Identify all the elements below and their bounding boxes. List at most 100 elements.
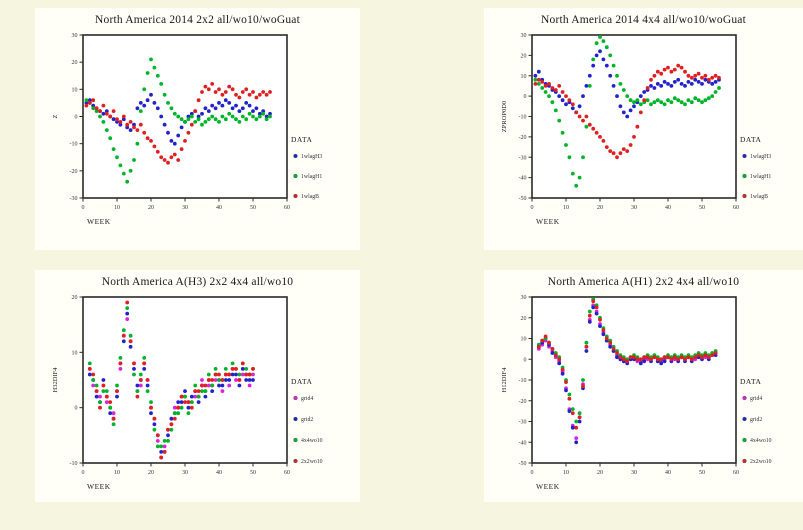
x-tick-label: 50 <box>250 205 256 211</box>
plot-area <box>82 296 288 464</box>
y-axis: 20 10 0 -10 <box>70 295 83 467</box>
legend-label: 1wlagH3 <box>301 154 322 160</box>
legend-marker <box>293 395 298 401</box>
x-tick-label: 40 <box>216 205 222 211</box>
legend-marker <box>742 153 747 159</box>
x-axis: 0 10 20 30 40 50 60 <box>82 198 290 211</box>
legend: DATA 1wlagH3 1wlagH1 1wlagB <box>740 135 771 200</box>
chart-panel-top-left: North America 2014 2x2 all/wo10/woGuat 3… <box>35 8 360 250</box>
legend-marker <box>742 395 747 401</box>
scatter-plot-svg: 30 20 10 0 -10 -20 -30 0 10 20 30 40 50 60 WEEK Z DATA 1w… <box>52 33 322 226</box>
y-tick-label: -10 <box>70 142 78 148</box>
y-axis-label: Z <box>52 114 59 118</box>
y-tick-label: 0 <box>524 357 527 363</box>
series-points-1wlagH1 <box>84 57 272 184</box>
series-points-1wlagB <box>533 63 721 160</box>
chart-title: North America 2014 2x2 all/wo10/woGuat <box>95 14 300 26</box>
y-tick-label: 20 <box>72 60 78 66</box>
series-points-2x2wo10 <box>536 299 718 430</box>
plot-area <box>531 296 737 464</box>
y-tick-label: 30 <box>521 33 527 39</box>
x-tick-label: 0 <box>531 205 534 211</box>
x-tick-label: 10 <box>563 205 569 211</box>
x-tick-label: 10 <box>114 205 120 211</box>
y-tick-label: -20 <box>70 169 78 175</box>
chart-title: North America A(H3) 2x2 4x4 all/wo10 <box>101 276 294 288</box>
y-tick-label: 30 <box>72 33 78 39</box>
legend-label: 1wlagB <box>301 194 319 200</box>
series-points-1wlagH1 <box>533 35 721 188</box>
y-tick-label: 30 <box>521 295 527 301</box>
chart-panel-top-right: North America 2014 4x4 all/wo10/woGuat 3… <box>484 8 803 250</box>
legend-label: grid2 <box>301 417 313 423</box>
legend-marker <box>742 458 747 464</box>
scatter-plot-svg: 20 10 0 -10 0 10 20 30 40 50 60 WEEK H32DIF4 DATA grid… <box>52 295 323 491</box>
legend-marker <box>293 193 298 199</box>
y-tick-label: -40 <box>519 440 527 446</box>
y-tick-label: -20 <box>519 399 527 405</box>
x-tick-label: 60 <box>284 470 290 476</box>
x-axis-label: WEEK <box>536 482 560 491</box>
y-tick-label: -50 <box>519 196 527 202</box>
legend-label: 2x2wo10 <box>750 459 772 465</box>
legend-label: 1wlagH3 <box>750 154 771 160</box>
scatter-plot-svg: 30 20 10 0 -10 -20 -30 -40 -50 0 10 20 30 40 50 60 WEEK Z… <box>501 33 771 226</box>
y-tick-label: 0 <box>75 406 78 412</box>
legend-label: 1wlagB <box>750 194 768 200</box>
scatter-plot-svg: 30 20 10 0 -10 -20 -30 -40 -50 0 10 20 30 40 50 60 WEEK H… <box>501 295 772 491</box>
x-tick-label: 50 <box>250 470 256 476</box>
x-tick-label: 10 <box>114 470 120 476</box>
series-points-2x2wo10 <box>87 300 255 460</box>
x-tick-label: 30 <box>182 205 188 211</box>
x-axis-label: WEEK <box>87 217 111 226</box>
chart-title: North America A(H1) 2x2 4x4 all/wo10 <box>547 276 740 288</box>
x-tick-label: 60 <box>733 470 739 476</box>
x-tick-label: 50 <box>699 470 705 476</box>
x-tick-label: 10 <box>563 470 569 476</box>
x-tick-label: 40 <box>216 470 222 476</box>
legend-title: DATA <box>740 135 761 144</box>
y-tick-label: 20 <box>521 53 527 59</box>
x-tick-label: 40 <box>665 205 671 211</box>
legend-marker <box>293 458 298 464</box>
legend-title: DATA <box>291 135 312 144</box>
legend-label: grid4 <box>301 396 313 402</box>
plot-area <box>531 34 737 199</box>
chart-panel-bottom-right: North America A(H1) 2x2 4x4 all/wo10 30 2… <box>484 270 803 502</box>
y-tick-label: 20 <box>521 316 527 322</box>
y-axis: 30 20 10 0 -10 -20 -30 -40 -50 <box>519 295 532 467</box>
legend-marker <box>293 416 298 422</box>
legend-label: 2x2wo10 <box>301 459 323 465</box>
y-tick-label: 10 <box>521 337 527 343</box>
legend: DATA grid4 grid2 4x4wo10 2x2wo10 <box>740 377 772 465</box>
x-tick-label: 30 <box>631 470 637 476</box>
chart-panel-bottom-left: North America A(H3) 2x2 4x4 all/wo10 20 1… <box>35 270 360 502</box>
x-axis-label: WEEK <box>87 482 111 491</box>
x-tick-label: 60 <box>733 205 739 211</box>
y-tick-label: -50 <box>519 461 527 467</box>
legend: DATA 1wlagH3 1wlagH1 1wlagB <box>291 135 322 200</box>
x-tick-label: 0 <box>531 470 534 476</box>
y-axis-label: ZPROP0D0 <box>501 101 508 132</box>
x-tick-label: 20 <box>597 205 603 211</box>
series-points-1wlagH3 <box>533 49 721 119</box>
x-tick-label: 30 <box>182 470 188 476</box>
y-tick-label: 0 <box>524 94 527 100</box>
chart-title: North America 2014 4x4 all/wo10/woGuat <box>541 14 746 26</box>
x-tick-label: 0 <box>82 470 85 476</box>
series-points-1wlagB <box>84 82 272 165</box>
legend-title: DATA <box>291 377 312 386</box>
legend: DATA grid4 grid2 4x4wo10 2x2wo10 <box>291 377 323 465</box>
y-axis-label: H32DIF4 <box>52 367 59 393</box>
y-tick-label: -10 <box>519 378 527 384</box>
x-tick-label: 20 <box>148 470 154 476</box>
legend-title: DATA <box>740 377 761 386</box>
y-axis: 30 20 10 0 -10 -20 -30 <box>70 33 83 202</box>
y-tick-label: -20 <box>519 135 527 141</box>
y-tick-label: 0 <box>75 115 78 121</box>
plot-area <box>82 34 288 199</box>
x-tick-label: 0 <box>82 205 85 211</box>
legend-label: grid2 <box>750 417 762 423</box>
y-tick-label: -40 <box>519 176 527 182</box>
x-tick-label: 60 <box>284 205 290 211</box>
